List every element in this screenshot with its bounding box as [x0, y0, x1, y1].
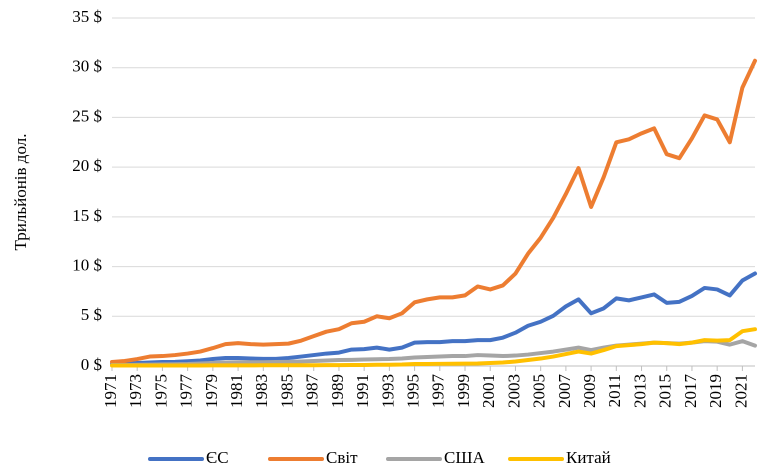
- x-tick-label: 2017: [681, 374, 700, 409]
- y-tick-label: 0 $: [81, 355, 102, 374]
- x-tick-label: 1983: [252, 374, 271, 408]
- series-line: [110, 271, 757, 367]
- y-axis-label: Трильйонів дол.: [11, 134, 30, 251]
- y-tick-label: 15 $: [72, 206, 102, 225]
- x-tick-label: 1979: [202, 374, 221, 408]
- legend-label: ЄС: [206, 448, 229, 467]
- x-tick-label: 1989: [328, 374, 347, 408]
- x-tick-label: 1971: [101, 374, 120, 408]
- x-tick-label: 1999: [454, 374, 473, 408]
- x-tick-label: 2011: [605, 374, 624, 407]
- series-line: [110, 327, 757, 368]
- x-tick-label: 2009: [580, 374, 599, 408]
- x-tick-label: 1977: [177, 374, 196, 409]
- x-tick-label: 1975: [151, 374, 170, 408]
- legend-label: Світ: [326, 448, 358, 467]
- y-tick-label: 30 $: [72, 57, 102, 76]
- x-tick-label: 1991: [353, 374, 372, 408]
- x-tick-label: 1997: [429, 374, 448, 409]
- y-tick-label: 35 $: [72, 7, 102, 26]
- y-tick-label: 20 $: [72, 156, 102, 175]
- y-tick-label: 25 $: [72, 106, 102, 125]
- x-tick-label: 2001: [479, 374, 498, 408]
- x-tick-label: 1987: [303, 374, 322, 409]
- legend-label: США: [444, 448, 485, 467]
- x-tick-label: 2007: [555, 374, 574, 409]
- x-tick-label: 2013: [630, 374, 649, 408]
- y-tick-label: 5 $: [81, 305, 102, 324]
- x-tick-label: 2015: [656, 374, 675, 408]
- legend-label: Китай: [566, 448, 611, 467]
- y-tick-label: 10 $: [72, 255, 102, 274]
- x-tick-label: 1985: [277, 374, 296, 408]
- x-tick-label: 1973: [126, 374, 145, 408]
- x-tick-label: 1995: [403, 374, 422, 408]
- x-tick-label: 2005: [530, 374, 549, 408]
- x-tick-label: 2021: [731, 374, 750, 408]
- x-tick-label: 1981: [227, 374, 246, 408]
- series-line: [110, 58, 757, 365]
- x-tick-label: 1993: [378, 374, 397, 408]
- x-tick-label: 2019: [706, 374, 725, 408]
- x-tick-label: 2003: [504, 374, 523, 408]
